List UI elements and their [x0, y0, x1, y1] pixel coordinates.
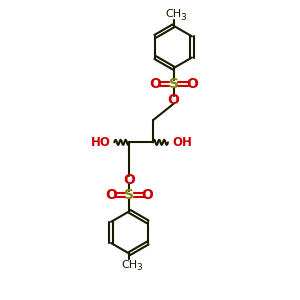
Text: 3: 3 — [180, 13, 186, 22]
Text: O: O — [186, 77, 198, 91]
Text: S: S — [169, 77, 178, 91]
Text: O: O — [149, 77, 161, 91]
Text: O: O — [142, 188, 154, 202]
Text: CH: CH — [166, 9, 182, 19]
Text: CH: CH — [121, 260, 137, 270]
Text: 3: 3 — [136, 263, 142, 272]
Text: HO: HO — [90, 136, 110, 149]
Text: O: O — [124, 173, 135, 187]
Text: O: O — [168, 93, 179, 106]
Text: OH: OH — [172, 136, 192, 149]
Text: S: S — [124, 188, 134, 202]
Text: O: O — [105, 188, 117, 202]
